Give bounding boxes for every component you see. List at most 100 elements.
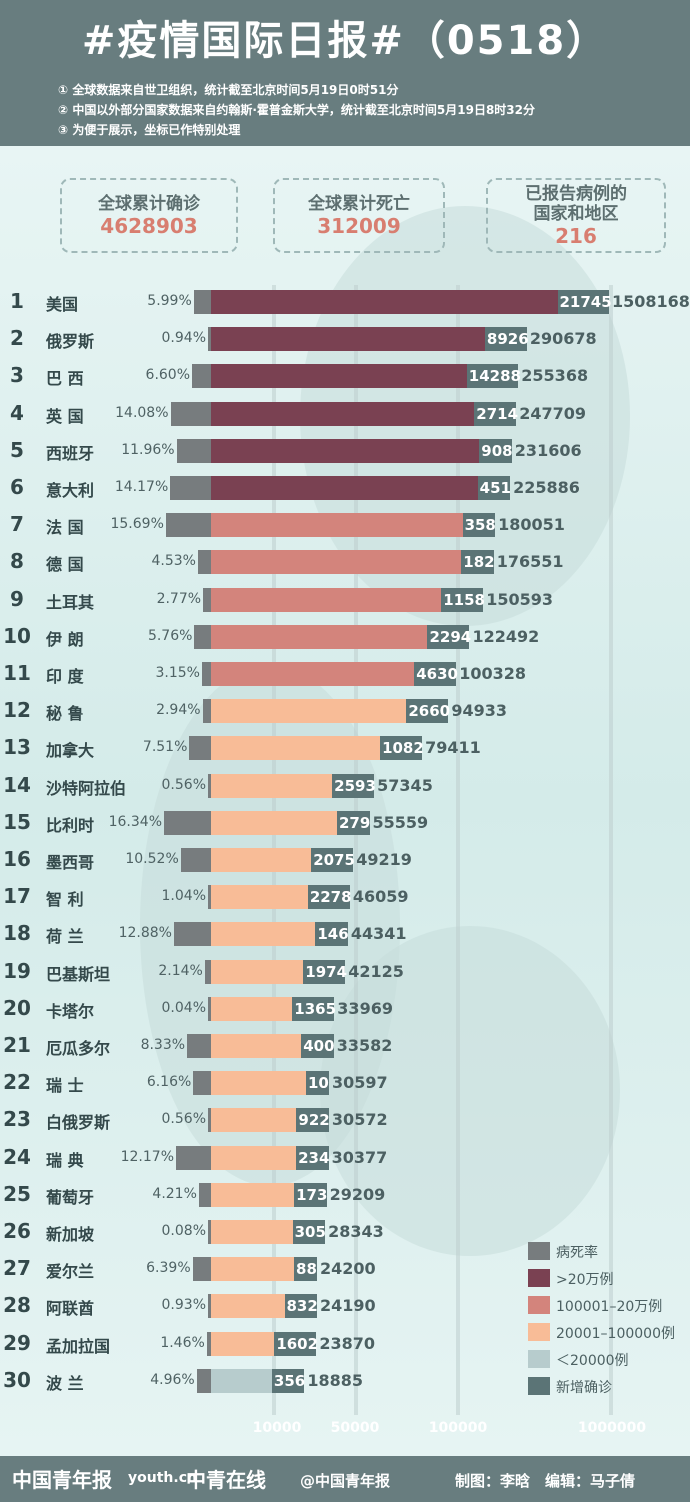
- rank-label: 3: [10, 363, 24, 388]
- death-rate-bar: [192, 364, 211, 389]
- stat-label: 已报告病例的: [525, 184, 627, 204]
- table-row: 23 白俄罗斯 0.56% 922 30572: [0, 1107, 690, 1133]
- death-rate-bar: [170, 476, 211, 500]
- total-cases-bar: [211, 773, 333, 798]
- table-row: 30 波 兰 4.96% 356 18885: [0, 1368, 690, 1393]
- total-cases-bar: [211, 959, 304, 984]
- weibo-handle: @中国青年报: [300, 1472, 391, 1490]
- death-rate-bar: [193, 290, 211, 314]
- new-cases-label: 451: [477, 476, 511, 500]
- rank-label: 9: [10, 586, 24, 611]
- rank-label: 17: [3, 884, 31, 909]
- new-cases-label: 182: [461, 550, 495, 575]
- stat-label: 全球累计死亡: [308, 194, 410, 214]
- country-label: 波 兰: [46, 1373, 84, 1393]
- death-rate-bar: [164, 810, 211, 835]
- total-cases-bar: [211, 513, 463, 538]
- table-row: 26 新加坡 0.08% 305 28343: [0, 1219, 690, 1244]
- stat-total-cases: 全球累计确诊 4628903: [60, 178, 238, 253]
- legend-label: 20001–100000例: [556, 1326, 675, 1342]
- total-cases-label: 30572: [331, 1110, 388, 1130]
- death-rate-label: 12.17%: [120, 1148, 174, 1165]
- death-rate-bar: [187, 1034, 211, 1058]
- country-label: 沙特阿拉伯: [46, 778, 127, 798]
- map-background: [0, 146, 690, 1456]
- death-rate-bar: [201, 662, 211, 686]
- total-cases-label: 24200: [320, 1259, 376, 1279]
- death-rate-bar: [203, 587, 211, 612]
- country-label: 土耳其: [46, 592, 95, 612]
- country-label: 伊 朗: [46, 629, 84, 649]
- death-rate-label: 0.04%: [161, 999, 206, 1016]
- death-rate-label: 4.96%: [150, 1371, 195, 1388]
- death-rate-label: 4.53%: [151, 553, 196, 570]
- total-cases-bar: [211, 364, 467, 389]
- x-tick-label: 50000: [330, 1420, 380, 1436]
- stat-value: 216: [555, 224, 597, 248]
- total-cases-bar: [211, 587, 442, 612]
- new-cases-label: 279: [337, 810, 370, 835]
- death-rate-label: 0.56%: [161, 776, 206, 793]
- note-2: ② 中国以外部分国家数据来自约翰斯·霍普金斯大学，统计截至北京时间5月19日8时…: [58, 103, 535, 117]
- country-label: 巴 西: [46, 369, 84, 389]
- logo-cyol: 中青在线: [186, 1468, 266, 1492]
- table-row: 28 阿联酋 0.93% 832 24190: [0, 1293, 690, 1319]
- new-cases-label: 2294: [427, 624, 471, 649]
- country-label: 印 度: [46, 667, 84, 686]
- total-cases-bar: [211, 662, 415, 686]
- rank-label: 26: [3, 1219, 31, 1243]
- rank-label: 11: [3, 661, 31, 685]
- total-cases-bar: [211, 1331, 275, 1356]
- death-rate-bar: [173, 922, 211, 947]
- rank-label: 28: [3, 1293, 31, 1318]
- death-rate-bar: [198, 1182, 211, 1207]
- country-label: 比利时: [46, 815, 95, 835]
- total-cases-bar: [211, 1220, 293, 1244]
- rank-label: 23: [3, 1107, 31, 1132]
- death-rate-label: 0.56%: [161, 1111, 206, 1128]
- death-rate-label: 0.93%: [161, 1297, 206, 1314]
- total-cases-bar: [211, 1182, 295, 1207]
- death-rate-bar: [206, 1331, 211, 1356]
- rank-label: 19: [3, 958, 31, 983]
- total-cases-label: 44341: [350, 924, 407, 944]
- legend-swatch: [528, 1296, 550, 1314]
- death-rate-label: 2.94%: [156, 702, 201, 719]
- country-label: 英 国: [46, 406, 84, 426]
- total-cases-label: 231606: [514, 440, 582, 460]
- country-label: 白俄罗斯: [46, 1113, 111, 1133]
- table-row: 27 爱尔兰 6.39% 88 24200: [0, 1256, 690, 1282]
- rank-label: 10: [3, 623, 31, 648]
- footer: 中国青年报 youth.cn 中青在线 @中国青年报 制图：李晗 编辑：马子倩: [0, 1456, 690, 1502]
- total-cases-label: 122492: [472, 626, 540, 646]
- death-rate-bar: [165, 513, 211, 538]
- rank-label: 2: [10, 326, 24, 351]
- legend-swatch: [528, 1269, 550, 1287]
- rank-label: 14: [3, 772, 31, 797]
- rank-label: 15: [3, 809, 31, 834]
- rank-label: 29: [3, 1330, 31, 1355]
- table-row: 21 厄瓜多尔 8.33% 400 33582: [0, 1033, 690, 1058]
- rank-label: 1: [10, 289, 24, 313]
- country-label: 美国: [46, 295, 79, 314]
- total-cases-bar: [211, 885, 308, 910]
- country-label: 德 国: [46, 555, 84, 575]
- death-rate-bar: [202, 699, 211, 724]
- rank-label: 6: [10, 475, 24, 499]
- death-rate-label: 7.51%: [142, 739, 188, 756]
- total-cases-bar: [211, 848, 312, 872]
- table-row: 7 法 国 15.69% 358 180051: [0, 512, 690, 538]
- credits: 制图：李晗 编辑：马子倩: [455, 1472, 636, 1490]
- death-rate-label: 14.17%: [114, 479, 169, 495]
- table-row: 24 瑞 典 12.17% 234 30377: [0, 1145, 690, 1170]
- total-cases-label: 247709: [519, 403, 587, 423]
- note-3: ③ 为便于展示，坐标已作特别处理: [58, 123, 241, 137]
- country-label: 厄瓜多尔: [46, 1039, 111, 1058]
- total-cases-bar: [211, 438, 480, 463]
- death-rate-label: 4.21%: [152, 1185, 197, 1202]
- rank-label: 21: [3, 1033, 31, 1057]
- country-label: 卡塔尔: [46, 1001, 95, 1021]
- country-label: 瑞 士: [46, 1076, 84, 1096]
- new-cases-label: 10: [305, 1071, 329, 1096]
- country-label: 孟加拉国: [46, 1336, 111, 1356]
